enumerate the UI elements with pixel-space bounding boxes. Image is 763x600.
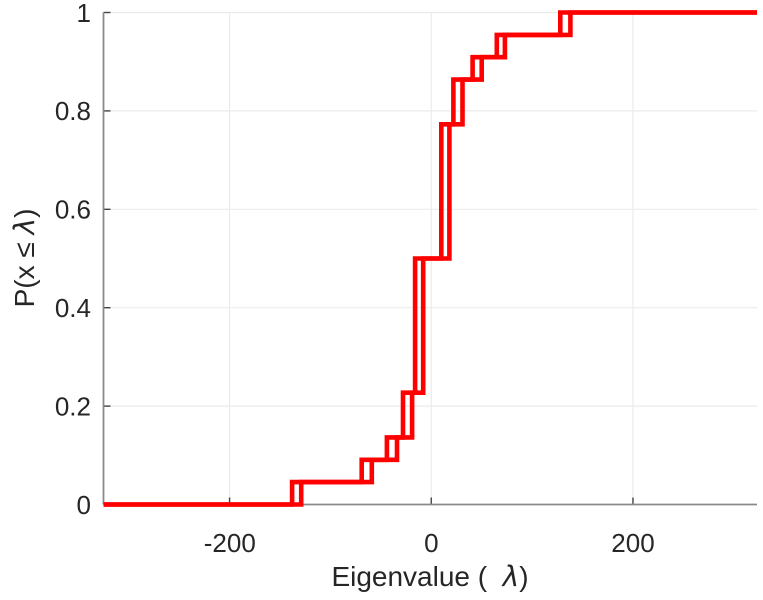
ecdf-curve-2-step-line <box>103 10 757 507</box>
x-tick-label-200: 200 <box>611 528 654 558</box>
axis-ticks <box>103 11 634 506</box>
grid-lines <box>103 11 757 505</box>
y-tick-label-0_6: 0.6 <box>55 195 91 225</box>
x-tick-label-neg200: -200 <box>204 528 256 558</box>
x-axis-label: Eigenvalue ( λ) <box>331 560 528 593</box>
y-tick-label-0_2: 0.2 <box>55 392 91 422</box>
y-tick-label-0_8: 0.8 <box>55 96 91 126</box>
x-tick-label-0: 0 <box>424 528 438 558</box>
y-axis-tick-labels: 0 0.2 0.4 0.6 0.8 1 <box>55 0 91 520</box>
y-tick-label-0_4: 0.4 <box>55 293 91 323</box>
y-tick-label-1: 1 <box>77 0 91 28</box>
y-tick-label-0: 0 <box>77 490 91 520</box>
ecdf-curves <box>103 10 757 507</box>
y-axis-label: P(x ≤ λ) <box>8 209 41 308</box>
x-axis-tick-labels: -200 0 200 <box>204 528 655 558</box>
